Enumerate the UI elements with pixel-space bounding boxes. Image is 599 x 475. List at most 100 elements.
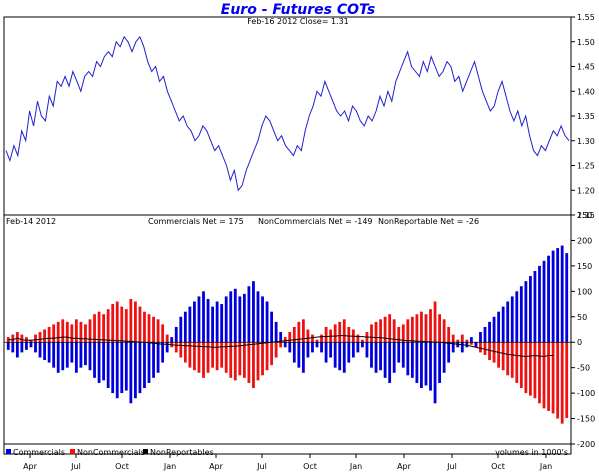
commercials-bar <box>111 342 115 394</box>
noncommercials-bar <box>88 319 92 343</box>
commercials-bar <box>515 291 519 343</box>
legend-nonreportables-swatch <box>143 449 148 454</box>
legend-noncommercials: NonCommercials <box>77 448 145 457</box>
noncommercials-bar <box>133 301 137 343</box>
noncommercials-bar <box>424 314 428 343</box>
noncommercials-bar <box>233 342 237 381</box>
noncommercials-bar <box>152 316 155 343</box>
noncommercials-bar <box>460 334 464 343</box>
commercials-bar <box>93 342 96 378</box>
noncommercials-bar <box>283 337 287 343</box>
noncommercials-bar <box>324 326 328 343</box>
noncommercials-bar <box>224 342 228 373</box>
noncommercials-bar <box>560 342 564 424</box>
commercials-bar <box>469 337 473 343</box>
commercials-bar <box>524 281 528 343</box>
commercials-bar <box>406 342 410 376</box>
noncommercials-bar <box>183 342 187 363</box>
commercials-bar <box>174 326 178 343</box>
commercials-bar <box>211 306 214 343</box>
commercials-bar <box>261 296 264 343</box>
commercials-bar <box>129 342 133 404</box>
noncommercials-bar <box>420 311 423 343</box>
noncommercials-bar <box>311 334 314 343</box>
commercials-bar <box>488 321 491 343</box>
commercials-bar <box>361 342 364 348</box>
commercials-bar <box>233 288 237 343</box>
commercials-bar <box>542 260 546 343</box>
noncommercials-bar <box>256 342 260 381</box>
noncommercials-bar <box>34 334 37 343</box>
commercials-bar <box>288 342 292 353</box>
noncommercials-bar <box>252 342 255 389</box>
noncommercials-bar <box>242 342 246 378</box>
noncommercials-bar <box>483 342 487 355</box>
noncommercials-bar <box>38 332 42 343</box>
legend-nonreportables: NonReportables <box>150 448 214 457</box>
noncommercials-bar <box>538 342 541 404</box>
cot-ytick-label: 100 <box>577 287 592 296</box>
price-ytick-label: 1.15 <box>577 211 595 220</box>
commercials-bar <box>29 342 33 348</box>
commercials-bar <box>483 326 487 343</box>
noncommercials-bar <box>342 319 346 343</box>
commercials-bar <box>247 286 251 343</box>
commercials-bar <box>88 342 92 371</box>
commercials-bar <box>342 342 346 373</box>
noncommercials-bar <box>392 319 396 343</box>
commercials-bar <box>74 342 78 373</box>
noncommercials-bar <box>197 342 201 373</box>
noncommercials-bar <box>401 324 405 343</box>
commercials-bar <box>324 342 328 363</box>
cot-date-label: Feb-14 2012 <box>6 217 56 226</box>
commercials-bar <box>215 301 219 343</box>
commercials-bar <box>379 342 382 371</box>
commercials-bar <box>47 342 51 363</box>
commercials-bar <box>433 342 437 404</box>
noncommercials-bar <box>524 342 528 394</box>
cot-ytick-label: -50 <box>577 364 590 373</box>
commercials-bar <box>465 342 469 348</box>
noncommercials-bar <box>433 301 437 343</box>
commercials-bar <box>220 304 224 343</box>
x-tick-label: Jul <box>70 462 81 471</box>
commercials-bar <box>242 293 246 343</box>
commercials-bar <box>252 281 255 343</box>
noncommercials-bar <box>320 334 323 343</box>
commercials-bar <box>492 316 496 343</box>
noncommercials-bar <box>206 342 210 373</box>
noncommercials-bar <box>388 314 392 343</box>
commercials-bar <box>106 342 110 389</box>
cot-bars-layer <box>6 245 569 424</box>
commercials-bar <box>347 342 351 363</box>
commercials-bar <box>547 255 550 343</box>
noncommercials-bar <box>20 334 24 343</box>
commercials-bar <box>65 342 69 368</box>
price-ytick-label: 1.20 <box>577 186 595 195</box>
commercials-bar <box>61 342 65 371</box>
commercials-bar <box>365 342 369 358</box>
noncommercials-bar <box>501 342 505 371</box>
commercials-bar <box>202 291 205 343</box>
commercials-bar <box>424 342 428 386</box>
commercials-bar <box>311 342 314 353</box>
commercials-bar <box>397 342 401 363</box>
noncommercials-bar <box>165 334 169 343</box>
noncommercials-bar <box>288 332 292 343</box>
noncommercials-bar <box>179 342 183 358</box>
commercials-bar <box>338 342 342 371</box>
noncommercials-bar <box>193 342 196 371</box>
noncommercials-bar <box>506 342 510 376</box>
noncommercials-bar <box>74 319 78 343</box>
noncommercials-bar <box>361 339 364 343</box>
x-tick-label: Jul <box>446 462 457 471</box>
noncommercials-bar <box>492 342 496 363</box>
commercials-bar <box>229 291 233 343</box>
noncommercials-bar <box>147 314 151 343</box>
price-ytick-label: 1.45 <box>577 63 595 72</box>
noncommercials-bar <box>247 342 251 383</box>
price-series-line <box>5 35 570 192</box>
noncommercials-bar <box>279 342 283 348</box>
commercials-bar <box>474 342 478 348</box>
commercials-bar <box>351 342 355 358</box>
